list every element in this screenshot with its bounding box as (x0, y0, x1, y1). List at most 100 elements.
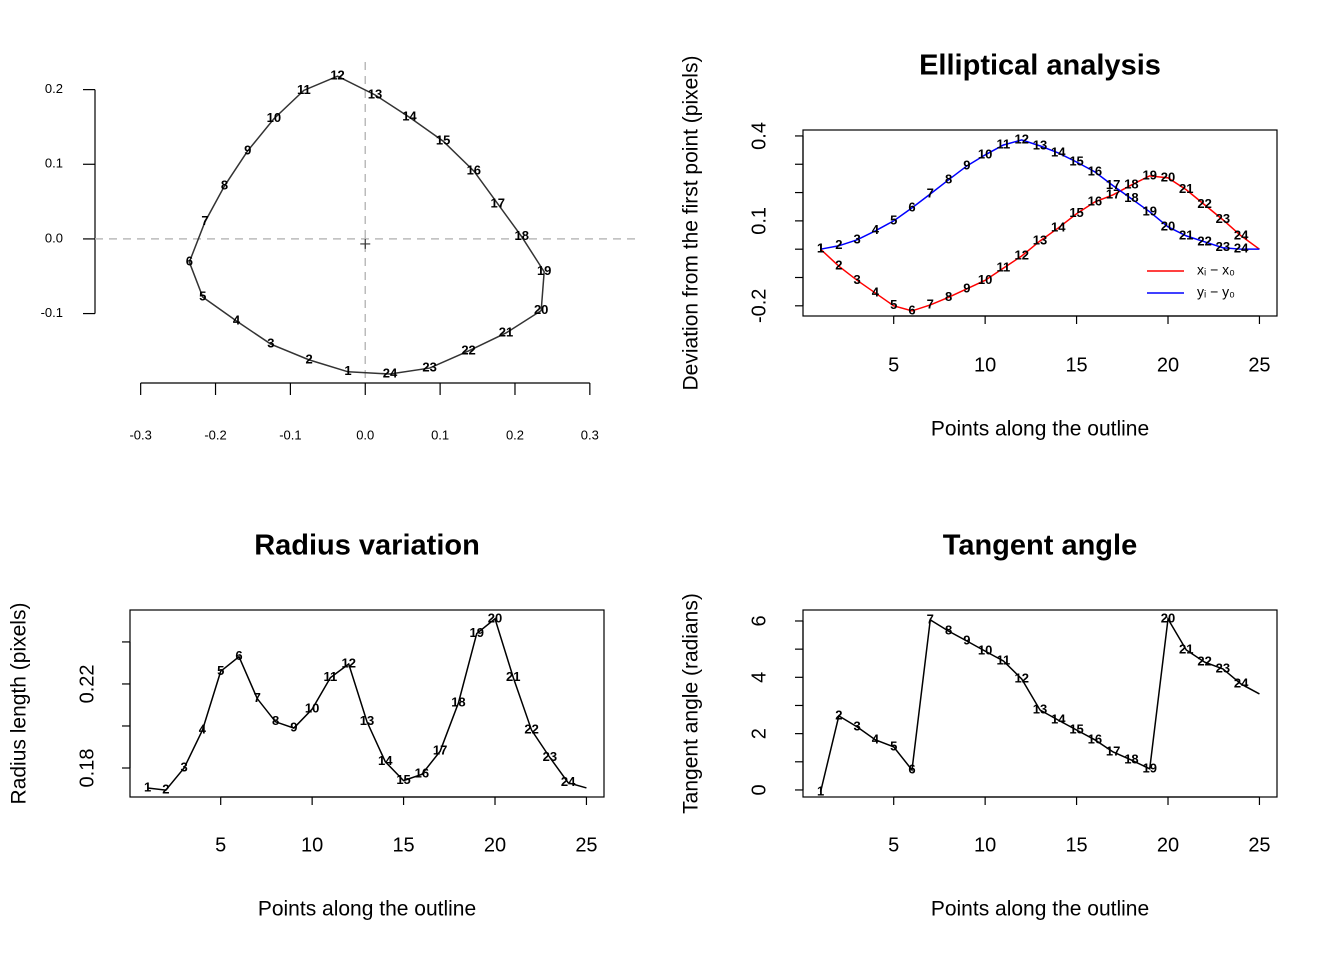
point-label: 20 (1161, 218, 1175, 233)
point-label: 10 (267, 110, 281, 125)
series-line (188, 75, 545, 375)
plot-box (129, 609, 605, 798)
point-label: 19 (469, 625, 483, 640)
x-axis-label: Points along the outline (931, 898, 1149, 921)
point-label: 1 (344, 363, 351, 378)
point-label: 22 (1197, 654, 1211, 669)
x-tick-label: -0.2 (204, 427, 226, 442)
point-label: 14 (1051, 144, 1066, 159)
point-label: 5 (890, 738, 897, 753)
point-label: 3 (181, 759, 188, 774)
point-label: 21 (1179, 641, 1193, 656)
y-tick-label: 0.22 (76, 664, 98, 703)
point-label: 10 (305, 701, 319, 716)
point-label: 24 (1234, 227, 1249, 242)
y-tick-label: 0 (748, 784, 770, 795)
point-label: 22 (524, 722, 538, 737)
point-label: 7 (927, 296, 934, 311)
point-label: 19 (537, 263, 551, 278)
point-label: 12 (1014, 247, 1028, 262)
point-label: 11 (997, 260, 1011, 275)
point-label: 23 (422, 360, 436, 375)
x-tick-label: 20 (1157, 834, 1179, 856)
legend-label: yᵢ − y₀ (1197, 284, 1235, 300)
point-label: 20 (1161, 169, 1175, 184)
point-label: 15 (1069, 153, 1083, 168)
point-label: 22 (461, 342, 475, 357)
x-tick-label: 25 (575, 834, 597, 856)
point-label: 4 (233, 312, 241, 327)
point-label: 2 (835, 707, 842, 722)
x-tick-label: 10 (301, 834, 323, 856)
point-label: 12 (330, 68, 344, 83)
point-label: 16 (1088, 731, 1102, 746)
y-tick-label: -0.1 (41, 305, 63, 320)
x-axis-label: Points along the outline (931, 418, 1149, 441)
chart-title: Radius variation (254, 530, 480, 562)
x-tick-label: 25 (1248, 354, 1270, 376)
point-label: 11 (997, 136, 1011, 151)
y-tick-label: 0.4 (748, 122, 770, 150)
point-label: 1 (817, 783, 824, 798)
point-label: 2 (835, 237, 842, 252)
point-label: 24 (383, 365, 398, 380)
point-label: 11 (297, 82, 311, 97)
y-axis-label: Deviation from the first point (pixels) (680, 56, 703, 391)
point-label: 2 (835, 258, 842, 273)
x-tick-label: -0.3 (129, 427, 151, 442)
point-label: 3 (854, 718, 861, 733)
chart-title: Elliptical analysis (919, 50, 1161, 82)
point-label: 4 (872, 222, 880, 237)
chart: Tangent angle Points along the outline Tan… (680, 530, 1278, 921)
point-label: 3 (854, 272, 861, 287)
point-label: 21 (1179, 181, 1193, 196)
point-label: 23 (1216, 239, 1230, 254)
series-line (820, 175, 1260, 312)
point-label: 7 (927, 611, 934, 626)
x-tick-label: 5 (215, 834, 226, 856)
x-tick-label: 15 (1065, 354, 1087, 376)
point-label: 10 (978, 146, 992, 161)
point-label: 6 (235, 648, 242, 663)
point-label: 5 (890, 212, 897, 227)
point-label: 12 (1014, 131, 1028, 146)
point-label: 23 (1216, 211, 1230, 226)
y-tick-label: 0.2 (45, 81, 63, 96)
point-label: 8 (945, 289, 952, 304)
series-line (147, 617, 587, 791)
chart: -0.3 -0.2 -0.1 0.0 0.1 0.2 0.3-0.10.00.10.2123… (41, 62, 640, 442)
point-label: 16 (1088, 193, 1102, 208)
point-label: 10 (978, 643, 992, 658)
y-tick-label: 0.1 (45, 156, 63, 171)
x-tick-label: 0.2 (506, 427, 524, 442)
point-label: 3 (854, 231, 861, 246)
point-label: 15 (1069, 205, 1083, 220)
point-label: 2 (305, 351, 312, 366)
x-tick-label: 5 (888, 354, 899, 376)
point-label: 19 (1142, 203, 1156, 218)
point-label: 23 (543, 749, 557, 764)
point-label: 12 (1014, 670, 1028, 685)
point-label: 6 (908, 199, 915, 214)
y-tick-label: 0.18 (76, 749, 98, 788)
point-label: 13 (368, 86, 382, 101)
point-label: 9 (963, 632, 970, 647)
x-tick-label: 15 (392, 834, 414, 856)
x-tick-label: 0.1 (431, 427, 449, 442)
point-label: 13 (1033, 701, 1047, 716)
y-tick-label: -0.2 (748, 289, 770, 323)
point-label: 6 (908, 302, 915, 317)
point-label: 11 (997, 652, 1011, 667)
x-tick-label: 20 (484, 834, 506, 856)
x-tick-label: 0.3 (581, 427, 599, 442)
point-label: 14 (378, 753, 393, 768)
point-label: 15 (1069, 721, 1083, 736)
point-label: 8 (945, 171, 952, 186)
point-label: 5 (217, 663, 224, 678)
chart-title: Tangent angle (943, 530, 1137, 562)
y-tick-label: 0.1 (748, 207, 770, 235)
point-label: 21 (506, 669, 520, 684)
point-label: 1 (817, 241, 824, 256)
point-label: 4 (872, 285, 880, 300)
